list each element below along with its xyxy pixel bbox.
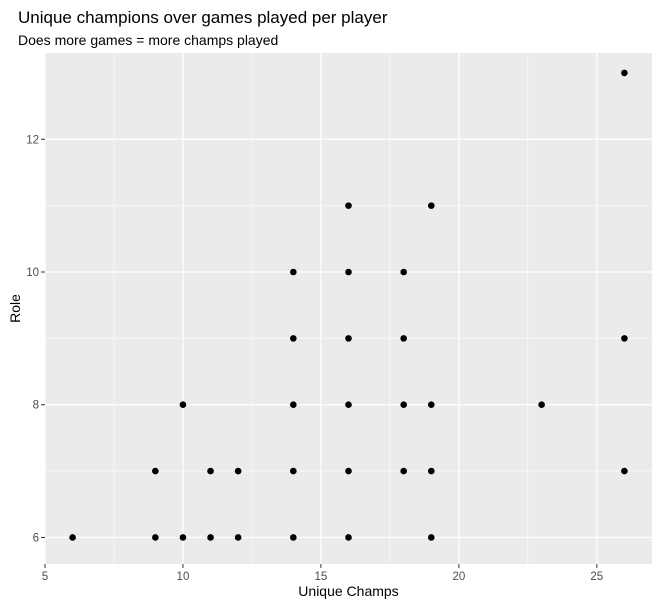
- data-point: [179, 401, 187, 409]
- data-point: [290, 534, 297, 541]
- data-point: [234, 534, 242, 541]
- data-point: [400, 467, 407, 475]
- data-point: [69, 534, 76, 541]
- data-point: [234, 467, 242, 475]
- x-tick-label: 10: [177, 571, 190, 583]
- data-point: [427, 202, 435, 209]
- data-point: [621, 69, 628, 77]
- data-point: [345, 534, 352, 541]
- data-point: [427, 534, 435, 541]
- plot-panel: [45, 53, 652, 564]
- data-points: [69, 69, 628, 541]
- data-point: [400, 268, 407, 276]
- data-point: [290, 467, 297, 475]
- data-point: [179, 534, 187, 541]
- data-point: [400, 335, 407, 342]
- data-point: [538, 401, 545, 409]
- data-point: [345, 335, 352, 342]
- x-axis: 5 10 15 20 25: [42, 564, 603, 583]
- y-axis-title: Role: [7, 294, 23, 323]
- data-point: [427, 401, 435, 409]
- y-tick-label: 8: [33, 400, 39, 412]
- y-tick-label: 10: [26, 267, 39, 279]
- x-tick-label: 15: [315, 571, 328, 583]
- x-axis-title: Unique Champs: [298, 583, 398, 599]
- data-point: [290, 335, 297, 342]
- data-point: [207, 534, 214, 541]
- data-point: [345, 467, 352, 475]
- data-point: [290, 401, 297, 409]
- data-point: [290, 268, 297, 276]
- chart-title: Unique champions over games played per p…: [18, 8, 388, 27]
- data-point: [207, 467, 214, 475]
- data-point: [621, 335, 628, 342]
- data-point: [345, 401, 352, 409]
- chart-subtitle: Does more games = more champs played: [18, 32, 278, 48]
- x-tick-label: 5: [42, 571, 48, 583]
- data-point: [621, 467, 628, 475]
- data-point: [345, 202, 352, 209]
- x-tick-label: 25: [590, 571, 603, 583]
- data-point: [152, 467, 159, 475]
- y-axis: 6 8 10 12: [26, 134, 45, 544]
- data-point: [152, 534, 159, 541]
- y-tick-label: 6: [33, 532, 39, 544]
- x-tick-label: 20: [452, 571, 465, 583]
- data-point: [400, 401, 407, 409]
- y-tick-label: 12: [26, 134, 39, 146]
- data-point: [427, 467, 435, 475]
- data-point: [345, 268, 352, 276]
